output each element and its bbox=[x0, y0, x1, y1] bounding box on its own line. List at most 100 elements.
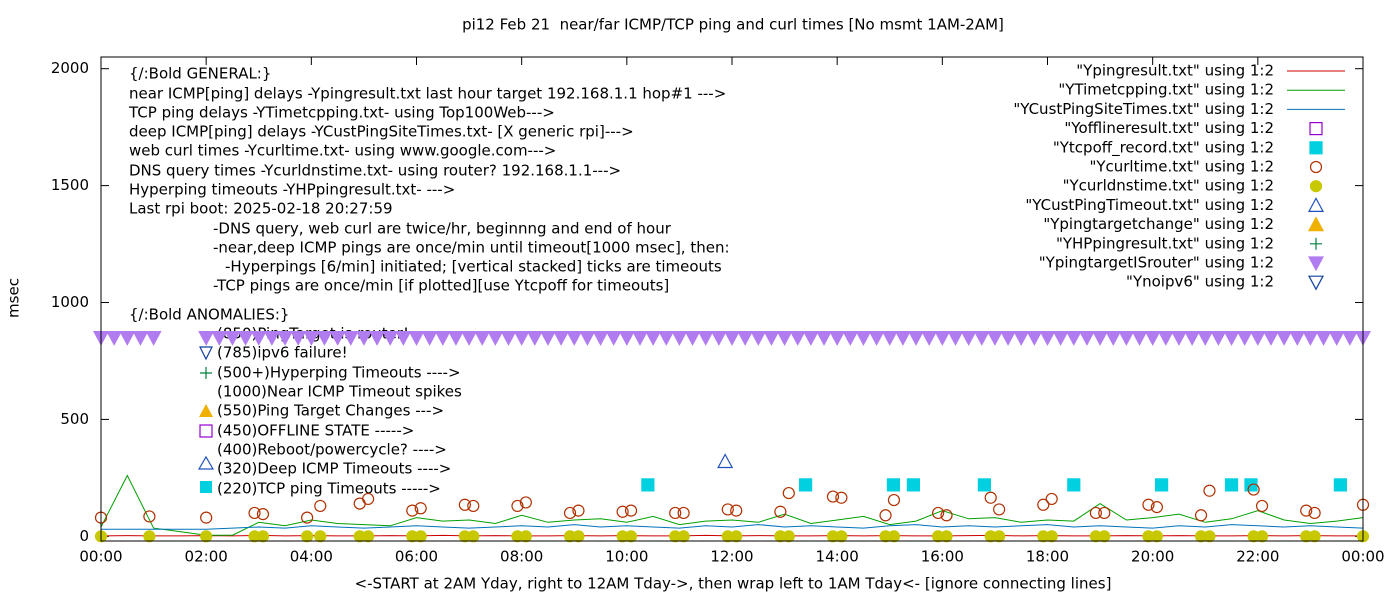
marker-triangle-down bbox=[1302, 330, 1319, 346]
marker-triangle-down bbox=[263, 330, 280, 346]
legend-label: "Ycurltime.txt" using 1:2 bbox=[1089, 158, 1274, 176]
marker-triangle-down bbox=[526, 330, 543, 346]
marker-circle bbox=[519, 530, 532, 543]
marker-circle bbox=[1098, 530, 1111, 543]
annotation: TCP ping delays -YTimetcpping.txt- using… bbox=[128, 104, 555, 122]
marker-circle bbox=[248, 506, 261, 520]
x-tick-label: 12:00 bbox=[710, 548, 753, 566]
marker-square bbox=[906, 478, 921, 492]
annotation: (320)Deep ICMP Timeouts ----> bbox=[217, 460, 451, 478]
marker-triangle-down bbox=[1276, 330, 1293, 346]
legend-label: "YCustPingTimeout.txt" using 1:2 bbox=[1025, 196, 1274, 214]
marker-circle bbox=[414, 530, 427, 543]
legend-label: "Ytcpoff_record.txt" using 1:2 bbox=[1053, 138, 1274, 157]
marker-triangle-down bbox=[290, 330, 307, 346]
marker-circle bbox=[624, 504, 638, 517]
marker-triangle bbox=[717, 453, 734, 469]
marker-triangle-down bbox=[1013, 330, 1030, 346]
annotation: {/:Bold GENERAL:} bbox=[129, 65, 271, 83]
icon-down-triangle bbox=[199, 346, 213, 361]
marker-circle bbox=[887, 530, 901, 543]
marker-triangle-down bbox=[1078, 330, 1095, 346]
marker-square bbox=[977, 478, 992, 492]
x-tick-label: 06:00 bbox=[395, 548, 438, 566]
icon-triangle bbox=[199, 404, 213, 417]
marker-square bbox=[886, 478, 901, 492]
marker-circle bbox=[1203, 530, 1216, 543]
marker-square bbox=[1067, 478, 1081, 492]
y-tick-label: 500 bbox=[60, 410, 89, 428]
annotation: -Hyperpings [6/min] initiated; [vertical… bbox=[225, 258, 722, 276]
marker-triangle-down bbox=[934, 330, 951, 346]
legend-swatch bbox=[1309, 121, 1323, 136]
marker-triangle-down bbox=[1144, 330, 1161, 346]
marker-circle bbox=[1142, 498, 1155, 511]
marker-triangle-down bbox=[539, 330, 556, 346]
marker-triangle-down bbox=[277, 330, 294, 346]
marker-circle bbox=[200, 511, 213, 524]
marker-circle bbox=[984, 491, 997, 504]
annotation-icons bbox=[197, 346, 215, 493]
marker-triangle-down bbox=[1249, 330, 1266, 346]
marker-triangle-down bbox=[237, 330, 254, 346]
marker-triangle-down bbox=[1000, 330, 1017, 346]
marker-circle bbox=[511, 499, 524, 513]
marker-circle bbox=[669, 506, 682, 520]
marker-circle bbox=[1150, 500, 1163, 514]
marker-circle bbox=[782, 486, 795, 500]
annotation: (1000)Near ICMP Timeout spikes bbox=[217, 383, 462, 401]
marker-triangle-down bbox=[1210, 330, 1227, 346]
y-tick-label: 2000 bbox=[51, 59, 89, 77]
marker-circle bbox=[362, 530, 375, 543]
plot-frame bbox=[100, 56, 1364, 542]
marker-circle bbox=[1037, 498, 1050, 511]
marker-triangle-down bbox=[1328, 330, 1345, 346]
marker-triangle-down bbox=[250, 330, 267, 346]
marker-triangle-down bbox=[553, 330, 570, 346]
marker-circle bbox=[879, 509, 892, 522]
marker-circle bbox=[677, 506, 690, 520]
data-line bbox=[101, 524, 1364, 530]
marker-circle bbox=[616, 505, 629, 518]
marker-square bbox=[641, 478, 655, 492]
marker-triangle-down bbox=[921, 330, 938, 346]
marker-circle bbox=[314, 530, 327, 543]
x-tick-label: 04:00 bbox=[290, 548, 333, 566]
marker-triangle-down bbox=[1131, 330, 1148, 346]
annotation: (400)Reboot/powercycle? ----> bbox=[217, 441, 447, 459]
marker-circle bbox=[774, 505, 787, 518]
x-axis-label: <-START at 2AM Yday, right to 12AM Tday-… bbox=[355, 575, 1112, 593]
marker-circle bbox=[1308, 506, 1321, 520]
marker-triangle-down bbox=[355, 330, 372, 346]
x-tick-label: 00:00 bbox=[1341, 548, 1384, 566]
legend-swatch bbox=[1307, 197, 1325, 212]
annotation: near ICMP[ping] delays -Ypingresult.txt … bbox=[129, 85, 726, 103]
x-tick-label: 22:00 bbox=[1236, 548, 1279, 566]
x-tick-label: 02:00 bbox=[185, 548, 228, 566]
legend-label: "Ycurldnstime.txt" using 1:2 bbox=[1063, 177, 1274, 195]
annotation: {/:Bold ANOMALIES:} bbox=[129, 306, 289, 324]
marker-triangle-down bbox=[395, 330, 412, 346]
marker-triangle-down bbox=[1065, 330, 1082, 346]
marker-circle bbox=[314, 499, 327, 513]
marker-triangle-down bbox=[132, 330, 149, 346]
marker-circle bbox=[940, 509, 953, 522]
marker-triangle-down bbox=[776, 330, 793, 346]
marker-triangle-down bbox=[224, 330, 241, 346]
marker-circle bbox=[940, 530, 953, 543]
marker-triangle-down bbox=[960, 330, 977, 346]
legend-label: "YTimetcpping.txt" using 1:2 bbox=[1058, 81, 1274, 99]
marker-circle bbox=[887, 493, 901, 507]
marker-triangle-down bbox=[710, 330, 727, 346]
marker-triangle-down bbox=[802, 330, 819, 346]
marker-triangle-down bbox=[106, 330, 123, 346]
marker-circle bbox=[1203, 484, 1216, 497]
marker-circle bbox=[1194, 509, 1208, 522]
marker-circle bbox=[730, 504, 743, 517]
marker-triangle-down bbox=[369, 330, 386, 346]
annotation: (500+)Hyperping Timeouts ----> bbox=[217, 364, 461, 382]
marker-triangle-down bbox=[881, 330, 898, 346]
annotation: DNS query times -Ycurldnstime.txt- using… bbox=[129, 162, 621, 180]
